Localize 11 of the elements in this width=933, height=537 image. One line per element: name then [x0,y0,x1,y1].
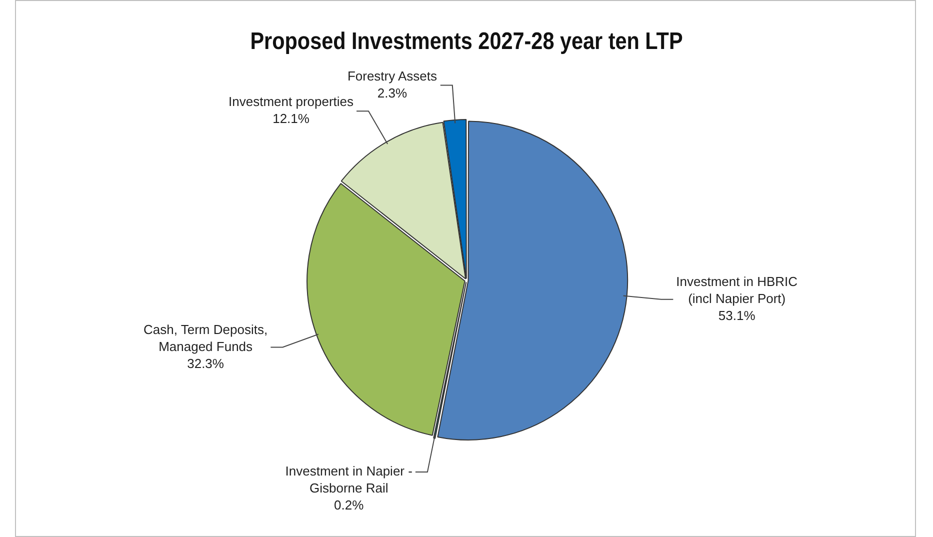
slice-label: Investment in HBRIC (incl Napier Port) [676,274,798,306]
data-label: 0.2% [334,498,364,513]
chart-title: Proposed Investments 2027-28 year ten LTP [250,28,683,54]
data-label: 2.3% [377,85,408,100]
data-label: 53.1% [718,308,756,323]
data-label: 32.3% [187,356,224,371]
slice-label: Cash, Term Deposits, Managed Funds [144,322,268,354]
data-label: 12.1% [272,111,310,126]
slice-label: Forestry Assets [347,68,438,84]
slice-label: Investment in Napier - Gisborne Rail [285,464,412,496]
slice-label: Investment properties [228,94,354,110]
